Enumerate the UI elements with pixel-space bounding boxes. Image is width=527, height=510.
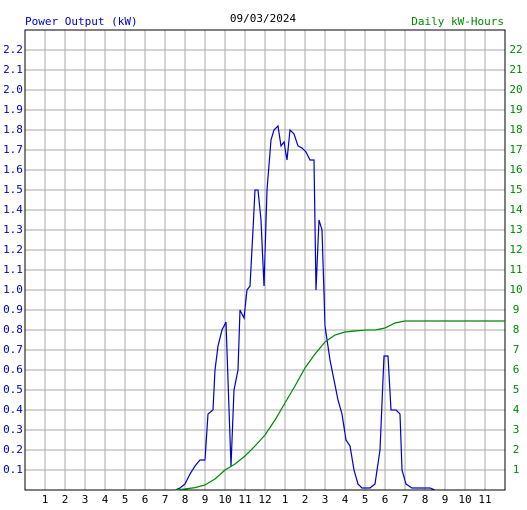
y2-tick-label: 19: [509, 103, 522, 116]
x-tick-label: 4: [102, 493, 109, 506]
y2-tick-label: 11: [509, 263, 522, 276]
y2-tick-label: 16: [509, 163, 522, 176]
y-axis-label: Power Output (kW): [25, 15, 138, 28]
x-tick-label: 5: [362, 493, 369, 506]
x-tick-label: 8: [422, 493, 429, 506]
y-tick-label: 1.4: [3, 203, 23, 216]
y2-tick-label: 5: [513, 383, 520, 396]
y2-tick-label: 2: [513, 443, 520, 456]
y-tick-label: 0.5: [3, 383, 23, 396]
x-tick-label: 4: [342, 493, 349, 506]
y-tick-label: 1.6: [3, 163, 23, 176]
y2-tick-label: 21: [509, 63, 522, 76]
y2-tick-label: 22: [509, 43, 522, 56]
y-tick-label: 0.9: [3, 303, 23, 316]
y2-tick-label: 14: [509, 203, 523, 216]
x-tick-label: 6: [142, 493, 149, 506]
x-tick-label: 12: [258, 493, 271, 506]
y-tick-label: 0.6: [3, 363, 23, 376]
x-tick-label: 7: [162, 493, 169, 506]
x-tick-label: 10: [458, 493, 471, 506]
y2-tick-label: 6: [513, 363, 520, 376]
y-tick-label: 1.8: [3, 123, 23, 136]
x-tick-label: 3: [322, 493, 329, 506]
x-tick-label: 10: [218, 493, 231, 506]
x-tick-label: 2: [62, 493, 69, 506]
x-tick-label: 9: [442, 493, 449, 506]
y-tick-label: 1.9: [3, 103, 23, 116]
y2-tick-label: 3: [513, 423, 520, 436]
y-tick-label: 0.4: [3, 403, 23, 416]
x-tick-label: 5: [122, 493, 129, 506]
y-tick-label: 1.3: [3, 223, 23, 236]
y-tick-label: 2.1: [3, 63, 23, 76]
y2-tick-label: 17: [509, 143, 522, 156]
y2-axis-label: Daily kW-Hours: [411, 15, 504, 28]
y-tick-label: 0.1: [3, 463, 23, 476]
y2-tick-label: 20: [509, 83, 522, 96]
x-tick-label: 3: [82, 493, 89, 506]
y2-tick-label: 13: [509, 223, 522, 236]
y2-tick-label: 7: [513, 343, 520, 356]
y-tick-label: 1.5: [3, 183, 23, 196]
x-tick-label: 7: [402, 493, 409, 506]
x-tick-label: 11: [478, 493, 491, 506]
y2-tick-label: 1: [513, 463, 520, 476]
chart-title: 09/03/2024: [230, 12, 297, 25]
y-tick-label: 0.8: [3, 323, 23, 336]
y-tick-label: 0.2: [3, 443, 23, 456]
y2-tick-label: 18: [509, 123, 522, 136]
y2-tick-label: 12: [509, 243, 522, 256]
y-tick-label: 0.3: [3, 423, 23, 436]
y2-tick-label: 15: [509, 183, 522, 196]
x-tick-label: 9: [202, 493, 209, 506]
y2-tick-label: 4: [513, 403, 520, 416]
x-tick-label: 6: [382, 493, 389, 506]
y-tick-label: 0.7: [3, 343, 23, 356]
y-tick-label: 1.1: [3, 263, 23, 276]
y-tick-label: 1.7: [3, 143, 23, 156]
x-tick-label: 1: [42, 493, 49, 506]
x-tick-label: 8: [182, 493, 189, 506]
y2-tick-label: 10: [509, 283, 522, 296]
y-tick-label: 2.2: [3, 43, 23, 56]
y-tick-label: 2.0: [3, 83, 23, 96]
plot-border: [24, 29, 506, 491]
y-tick-label: 1.0: [3, 283, 23, 296]
data-line: [174, 124, 436, 491]
x-tick-label: 1: [282, 493, 289, 506]
data-line: [174, 320, 505, 491]
y2-tick-label: 9: [513, 303, 520, 316]
y2-tick-label: 8: [513, 323, 520, 336]
x-tick-label: 11: [238, 493, 251, 506]
x-tick-label: 2: [302, 493, 309, 506]
y-tick-label: 1.2: [3, 243, 23, 256]
